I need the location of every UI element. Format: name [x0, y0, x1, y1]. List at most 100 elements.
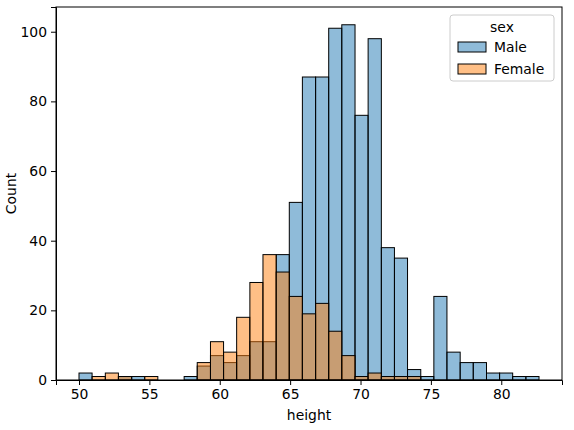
legend-label: Female [494, 61, 544, 77]
x-tick: 60 [211, 380, 229, 402]
x-tick-label: 60 [211, 386, 229, 402]
x-tick-label: 80 [493, 386, 511, 402]
histogram-bar [302, 314, 315, 380]
histogram-bar [394, 258, 407, 380]
histogram-bar [132, 377, 145, 380]
histogram-bar [276, 255, 289, 380]
histogram-bar [408, 377, 421, 380]
histogram-bar [276, 272, 289, 380]
y-tick-label: 40 [29, 233, 47, 249]
histogram-bar [421, 377, 434, 380]
y-axis: 0 20 40 60 80 100 [20, 8, 56, 388]
x-tick: 65 [282, 380, 300, 402]
legend-swatch [458, 42, 486, 52]
series-bars [92, 255, 421, 380]
histogram-bar [368, 39, 381, 380]
y-tick-mark [51, 241, 56, 242]
histogram-bar [302, 77, 315, 380]
histogram-bar [381, 248, 394, 380]
legend-box [450, 15, 554, 81]
legend-title: sex [490, 19, 514, 35]
y-tick-label: 20 [29, 302, 47, 318]
y-tick-label: 100 [20, 24, 47, 40]
y-tick-label: 80 [29, 93, 47, 109]
histogram-bar [145, 377, 158, 380]
legend-swatch [458, 64, 486, 74]
x-tick: 55 [141, 380, 159, 402]
plot: 50 55 60 65 70 75 80 0 20 40 60 80 100 sex Male Female [20, 7, 562, 402]
histogram-bar [526, 377, 539, 380]
histogram-bar [329, 331, 342, 380]
plot-frame [56, 7, 562, 380]
y-axis-title: Count [3, 172, 19, 214]
legend-label: Male [494, 39, 527, 55]
y-tick: 40 [29, 233, 56, 249]
histogram-bar [224, 352, 237, 380]
histogram-bar [250, 282, 263, 380]
y-tick-mark [51, 101, 56, 102]
x-tick: 75 [423, 380, 441, 402]
histogram-bar [342, 356, 355, 380]
histogram-bar [118, 377, 131, 380]
y-tick-mark [51, 380, 56, 381]
x-tick-mark [290, 380, 291, 385]
y-tick-label: 60 [29, 163, 47, 179]
histogram-bar [460, 363, 473, 380]
histogram-bar [316, 303, 329, 380]
x-tick: 50 [71, 380, 89, 402]
histogram-bar [355, 377, 368, 380]
x-tick: 80 [493, 380, 511, 402]
y-tick: 0 [38, 372, 56, 388]
histogram-bar [316, 77, 329, 380]
histogram-bar [197, 363, 210, 380]
x-tick-label: 50 [71, 386, 89, 402]
histogram-bar [289, 202, 302, 380]
x-tick-mark [149, 380, 150, 385]
histogram-bar [210, 342, 223, 380]
x-axis: 50 55 60 65 70 75 80 [57, 380, 563, 402]
x-axis-line [57, 381, 563, 386]
histogram-bar [79, 373, 92, 380]
histogram-bar [263, 255, 276, 380]
histogram-bar [513, 377, 526, 380]
y-tick: 100 [20, 24, 56, 40]
x-tick: 70 [352, 380, 370, 402]
histogram-bar [289, 296, 302, 380]
x-axis-title: height [287, 407, 332, 423]
x-tick-mark [501, 380, 502, 385]
x-tick-mark [431, 380, 432, 385]
legend: sex Male Female [450, 15, 554, 81]
histogram-bar [118, 377, 131, 380]
y-tick: 20 [29, 302, 56, 318]
histogram-bar [434, 296, 447, 380]
x-tick-label: 70 [352, 386, 370, 402]
histogram-bar [329, 28, 342, 380]
histogram-bar [92, 377, 105, 380]
x-tick-mark [361, 380, 362, 385]
histogram-bar [500, 373, 513, 380]
histogram-bar [237, 317, 250, 380]
x-tick-label: 55 [141, 386, 159, 402]
y-tick-mark [51, 32, 56, 33]
x-tick-mark [79, 380, 80, 385]
histogram-bar [105, 373, 118, 380]
histogram-bar [381, 377, 394, 380]
x-tick-label: 75 [423, 386, 441, 402]
x-tick-mark [220, 380, 221, 385]
histogram-bar [408, 370, 421, 380]
histogram-bar [394, 377, 407, 380]
histogram-bar [342, 25, 355, 380]
histogram-bar [473, 363, 486, 380]
histogram-bar [447, 352, 460, 380]
x-tick-label: 65 [282, 386, 300, 402]
histogram-bar [368, 373, 381, 380]
histogram-bar [486, 373, 499, 380]
y-tick-mark [51, 171, 56, 172]
histogram-bar [355, 115, 368, 380]
y-tick-mark [51, 310, 56, 311]
y-tick: 80 [29, 93, 56, 109]
chart: 50 55 60 65 70 75 80 0 20 40 60 80 100 sex Male Female h… [0, 0, 574, 430]
y-tick: 60 [29, 163, 56, 179]
histogram-bar [184, 377, 197, 380]
y-tick-label: 0 [38, 372, 47, 388]
